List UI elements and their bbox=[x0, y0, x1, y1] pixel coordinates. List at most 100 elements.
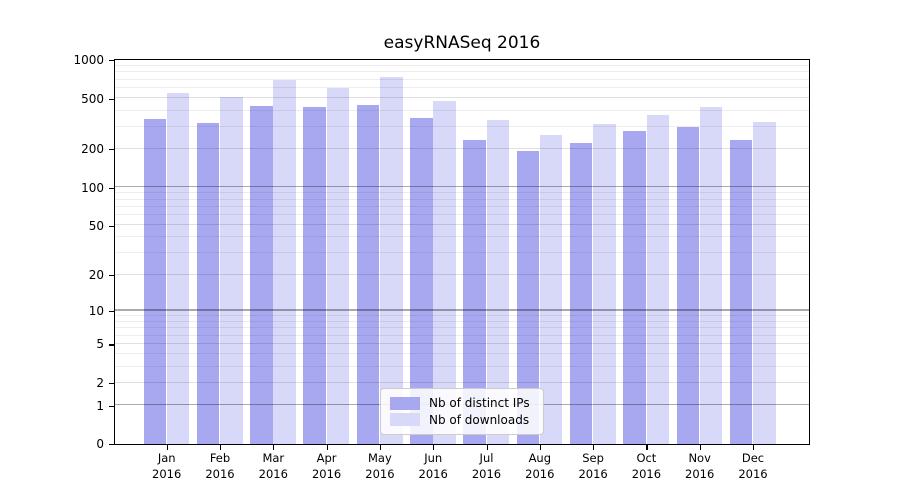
legend-swatch-distinct-ips-icon bbox=[390, 396, 420, 410]
bar-downloads bbox=[539, 134, 563, 444]
plot-area bbox=[113, 58, 810, 445]
legend-swatch-downloads-icon bbox=[390, 413, 420, 427]
gridline bbox=[114, 381, 809, 383]
x-axis-tick-label: Nov 2016 bbox=[685, 451, 715, 481]
bar-distinct-ips bbox=[356, 105, 380, 444]
bar-downloads bbox=[326, 88, 350, 444]
y-axis-tick-label: 0 bbox=[96, 437, 104, 451]
bar-distinct-ips bbox=[516, 151, 540, 444]
y-axis-tick-label: 1000 bbox=[73, 53, 104, 67]
x-axis-tick-label: Mar 2016 bbox=[258, 451, 288, 481]
y-axis-tick-mark bbox=[109, 225, 114, 227]
x-axis-tick-mark bbox=[220, 445, 222, 450]
bar-distinct-ips bbox=[196, 123, 220, 444]
y-axis-tick-label: 100 bbox=[81, 180, 104, 195]
bar-distinct-ips bbox=[410, 118, 433, 444]
y-axis-tick-mark bbox=[109, 149, 114, 151]
gridline bbox=[114, 214, 809, 216]
bar-downloads bbox=[273, 80, 296, 444]
gridline bbox=[114, 314, 809, 316]
legend-label-distinct-ips: Nb of distinct IPs bbox=[429, 396, 530, 411]
gridline bbox=[114, 205, 809, 207]
bar-distinct-ips bbox=[569, 142, 593, 444]
y-axis-tick-label: 1 bbox=[96, 398, 104, 413]
legend-label-downloads: Nb of downloads bbox=[429, 412, 530, 427]
x-axis-tick-mark bbox=[593, 445, 595, 450]
legend-item-distinct-ips: Nb of distinct IPs bbox=[390, 396, 534, 410]
gridline bbox=[114, 343, 809, 345]
y-axis-tick-label: 50 bbox=[88, 218, 104, 233]
x-axis-tick-label: Apr 2016 bbox=[311, 451, 342, 481]
gridline bbox=[114, 365, 809, 367]
x-axis-tick-mark bbox=[166, 445, 168, 450]
legend-item-downloads: Nb of downloads bbox=[390, 413, 534, 427]
x-axis-tick-label: Jun 2016 bbox=[418, 451, 448, 481]
bar-downloads bbox=[486, 120, 510, 444]
x-axis-tick-mark bbox=[273, 445, 275, 450]
bar-downloads bbox=[433, 100, 456, 444]
bar-distinct-ips bbox=[623, 131, 646, 444]
x-axis-tick-label: Dec 2016 bbox=[738, 451, 768, 481]
gridline bbox=[114, 64, 809, 66]
legend: Nb of distinct IPs Nb of downloads bbox=[380, 388, 544, 435]
y-axis-tick-label: 2 bbox=[96, 375, 104, 390]
x-axis-tick-label: May 2016 bbox=[365, 451, 395, 481]
bar-distinct-ips bbox=[676, 127, 700, 444]
gridline bbox=[114, 192, 809, 194]
gridline bbox=[114, 125, 809, 127]
gridline bbox=[114, 198, 809, 200]
y-axis-tick-mark bbox=[109, 444, 114, 446]
x-axis-tick-mark bbox=[699, 445, 701, 450]
gridline bbox=[114, 97, 809, 99]
y-axis-tick-mark bbox=[109, 98, 114, 100]
y-axis-tick-label: 10 bbox=[88, 303, 104, 318]
x-axis-tick-label: Oct 2016 bbox=[631, 451, 662, 481]
y-axis-tick-label: 5 bbox=[96, 337, 104, 352]
y-axis-tick-mark bbox=[109, 382, 114, 385]
gridline bbox=[114, 87, 809, 89]
bar-downloads bbox=[699, 107, 723, 444]
y-axis-tick-mark bbox=[109, 310, 114, 312]
bar-downloads bbox=[166, 93, 190, 444]
x-axis-tick-label: Aug 2016 bbox=[525, 451, 555, 481]
x-axis-tick-mark bbox=[326, 445, 328, 450]
gridline bbox=[114, 353, 809, 355]
x-axis-tick-mark bbox=[539, 445, 541, 450]
x-axis-tick-mark bbox=[646, 445, 648, 450]
gridline bbox=[114, 320, 809, 322]
bar-distinct-ips bbox=[729, 140, 753, 444]
bar-downloads bbox=[593, 123, 616, 444]
bar-distinct-ips bbox=[303, 106, 326, 444]
x-axis-tick-mark bbox=[433, 445, 435, 450]
gridline bbox=[114, 334, 809, 336]
bar-downloads bbox=[646, 114, 670, 444]
bar-downloads bbox=[380, 77, 403, 444]
gridline bbox=[114, 186, 809, 188]
gridline bbox=[114, 71, 809, 73]
gridline bbox=[114, 148, 809, 149]
gridline bbox=[114, 109, 809, 111]
y-axis-tick-mark bbox=[109, 405, 114, 407]
y-axis-tick-label: 500 bbox=[81, 91, 104, 106]
y-axis-tick-label: 200 bbox=[81, 142, 104, 157]
gridline bbox=[114, 309, 809, 311]
bar-distinct-ips bbox=[250, 106, 273, 444]
x-axis-tick-label: Jul 2016 bbox=[471, 451, 502, 481]
gridline bbox=[114, 236, 809, 238]
gridline bbox=[114, 273, 809, 275]
y-axis-tick-label: 20 bbox=[88, 267, 104, 282]
bar-downloads bbox=[220, 97, 243, 444]
gridline bbox=[114, 327, 809, 329]
y-axis-tick-mark bbox=[109, 60, 114, 62]
x-axis-tick-mark bbox=[486, 445, 488, 450]
y-axis-tick-mark bbox=[109, 187, 114, 189]
y-axis-tick-mark bbox=[109, 274, 114, 276]
gridline bbox=[114, 224, 809, 226]
x-axis-tick-label: Feb 2016 bbox=[205, 451, 235, 481]
bar-distinct-ips bbox=[143, 118, 167, 444]
chart-title: easyRNASeq 2016 bbox=[383, 33, 541, 53]
x-axis-tick-mark bbox=[379, 445, 382, 450]
bar-downloads bbox=[753, 122, 776, 444]
gridline bbox=[114, 251, 809, 253]
